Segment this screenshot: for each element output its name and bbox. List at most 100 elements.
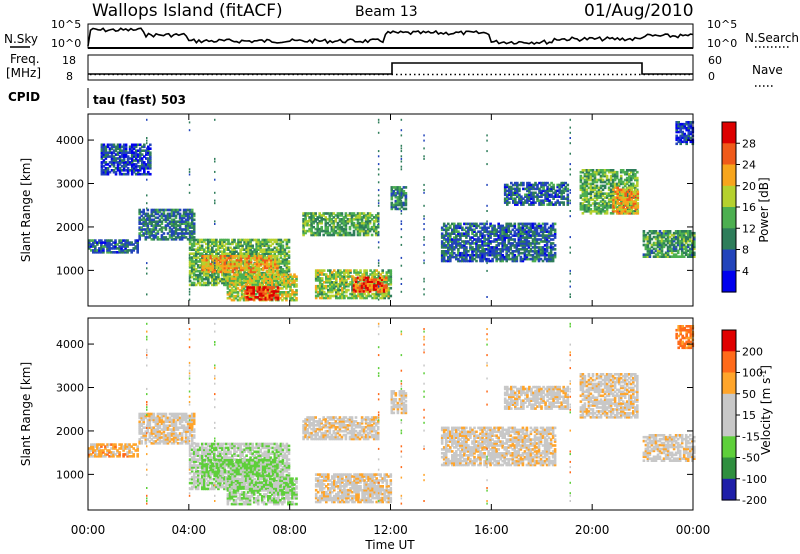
range-cell (467, 230, 470, 233)
range-cell (605, 194, 609, 197)
range-cell (579, 186, 583, 190)
range-cell (357, 273, 360, 276)
range-cell (138, 151, 142, 154)
range-cell (126, 155, 130, 158)
range-cell (542, 185, 545, 189)
range-cell (215, 256, 219, 260)
range-cell (544, 183, 547, 187)
range-cell (453, 246, 456, 249)
range-cell (366, 223, 370, 227)
range-cell (469, 248, 472, 251)
range-cell (515, 248, 519, 251)
range-cell (553, 222, 557, 226)
range-cell (249, 273, 252, 277)
range-cell (118, 159, 122, 162)
range-cell (194, 242, 198, 246)
range-cell (329, 286, 332, 290)
range-cell (587, 210, 591, 213)
range-cell (583, 169, 587, 172)
range-cell (112, 251, 115, 254)
range-cell (593, 180, 597, 184)
range-cell (148, 232, 152, 235)
range-cell (499, 228, 502, 232)
range-cell (198, 277, 202, 281)
range-cell (239, 252, 242, 255)
range-cell (332, 216, 336, 219)
range-cell (217, 268, 221, 272)
range-cell (231, 255, 235, 258)
range-cell (632, 174, 635, 178)
range-cell (539, 250, 543, 253)
range-cell (620, 188, 623, 192)
range-cell (508, 193, 511, 197)
range-cell (444, 228, 448, 232)
range-cell (535, 234, 539, 237)
range-cell (188, 248, 192, 251)
range-cell (516, 189, 519, 193)
range-cell (274, 262, 277, 266)
range-cell (304, 231, 307, 235)
range-cell (283, 281, 286, 284)
range-cell (615, 172, 619, 176)
range-cell (503, 193, 507, 197)
range-cell (283, 250, 287, 253)
range-cell (259, 250, 262, 253)
range-cell (591, 169, 595, 172)
range-cell (228, 294, 232, 298)
range-cell (548, 201, 551, 204)
range-cell (174, 228, 178, 231)
range-cell (550, 189, 553, 193)
range-cell (231, 242, 234, 246)
range-cell (593, 188, 597, 192)
range-cell (233, 279, 236, 283)
range-cell (182, 232, 186, 235)
range-cell (612, 210, 615, 213)
range-cell (581, 170, 585, 174)
range-cell (156, 236, 160, 239)
range-cell (521, 259, 525, 263)
range-cell (142, 210, 145, 214)
range-cell (347, 275, 350, 278)
range-cell (457, 224, 460, 228)
range-cell (196, 264, 200, 267)
range-cell (541, 246, 545, 249)
range-cell (349, 292, 352, 296)
range-cell (607, 182, 611, 186)
range-cell (521, 234, 525, 237)
range-cell (593, 178, 597, 182)
range-cell (329, 269, 332, 272)
range-cell (532, 195, 535, 198)
range-cell (251, 264, 255, 268)
range-cell (465, 250, 468, 253)
range-cell (229, 242, 232, 246)
range-cell (351, 281, 354, 284)
range-cell (485, 257, 488, 261)
range-cell (529, 226, 533, 230)
range-cell (190, 236, 194, 239)
range-cell (481, 253, 484, 257)
range-cell (194, 275, 198, 279)
range-cell (267, 275, 270, 278)
range-cell (229, 275, 232, 279)
range-cell (269, 240, 273, 244)
range-cell (518, 195, 521, 198)
range-cell (205, 264, 209, 268)
range-cell (223, 277, 226, 281)
range-cell (473, 253, 476, 257)
range-cell (551, 253, 555, 257)
range-cell (636, 190, 640, 194)
range-cell (246, 290, 249, 293)
range-cell (291, 293, 294, 296)
range-cell (583, 190, 587, 194)
range-cell (581, 198, 585, 201)
range-cell (636, 182, 639, 186)
range-cell (227, 262, 231, 266)
range-cell (233, 252, 236, 255)
range-cell (338, 225, 342, 229)
range-cell (287, 260, 291, 263)
range-cell (520, 201, 523, 204)
range-cell (330, 220, 334, 223)
range-cell (599, 186, 603, 190)
range-cell (354, 278, 358, 281)
range-cell (609, 190, 613, 194)
